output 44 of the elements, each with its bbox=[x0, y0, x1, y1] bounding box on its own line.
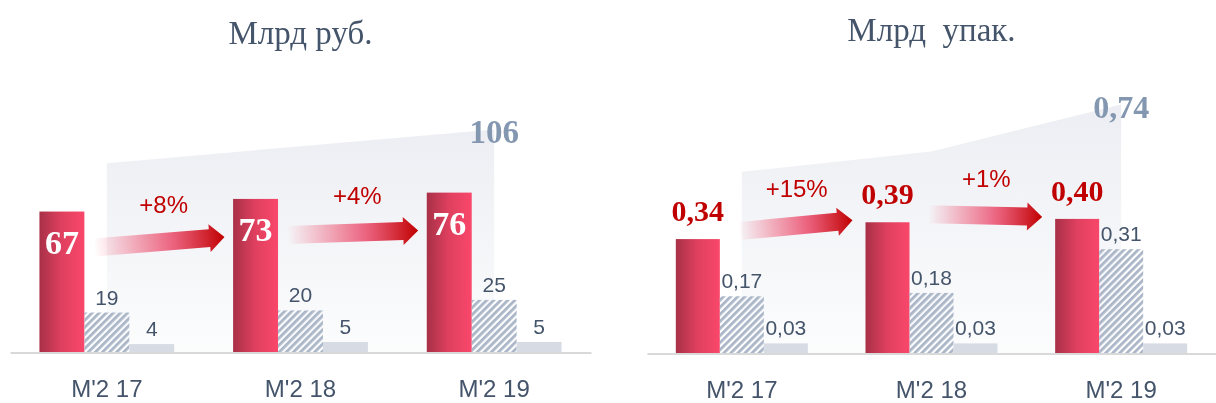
data-label: 0,18 bbox=[911, 265, 952, 289]
bar bbox=[865, 222, 910, 354]
bar bbox=[426, 192, 472, 353]
text: 0,74 bbox=[1093, 88, 1150, 125]
data-label: 67 bbox=[44, 223, 79, 261]
data-label: 0,40 bbox=[1050, 173, 1104, 207]
text: +15% bbox=[765, 174, 828, 202]
x-tick-label: M'2 17 bbox=[71, 374, 143, 402]
annotation: +4% bbox=[332, 181, 382, 209]
x-tick-label: M'2 18 bbox=[895, 375, 968, 403]
x-tick-label: M'2 19 bbox=[458, 374, 530, 402]
bar bbox=[719, 296, 764, 354]
data-label: 5 bbox=[533, 314, 545, 338]
data-label: 20 bbox=[288, 283, 313, 307]
data-label: 4 bbox=[145, 317, 158, 341]
data-label: 76 bbox=[432, 204, 467, 242]
data-label: 0,03 bbox=[1144, 316, 1186, 340]
text: +1% bbox=[961, 164, 1011, 192]
bar bbox=[233, 198, 279, 353]
data-label: 0,03 bbox=[955, 316, 996, 340]
chart-title: Млрд упак. bbox=[847, 12, 1016, 48]
text: 106 bbox=[469, 113, 519, 150]
data-label: 5 bbox=[339, 314, 352, 338]
bar bbox=[1055, 218, 1100, 354]
data-label: 0,17 bbox=[721, 269, 763, 293]
bar bbox=[84, 312, 130, 353]
annotation: +8% bbox=[139, 191, 189, 219]
bar bbox=[675, 239, 720, 354]
data-label: 0,31 bbox=[1100, 222, 1142, 246]
x-tick-label: M'2 17 bbox=[706, 375, 778, 403]
data-label: 25 bbox=[482, 272, 506, 296]
bar bbox=[471, 299, 517, 353]
data-label: 73 bbox=[238, 210, 273, 248]
bar bbox=[1099, 249, 1144, 354]
data-label: 0,39 bbox=[861, 177, 914, 211]
data-label: 0,03 bbox=[765, 316, 807, 340]
bar bbox=[909, 292, 954, 354]
bar bbox=[39, 211, 85, 353]
bar bbox=[278, 310, 323, 353]
chart-title: Млрд руб. bbox=[228, 15, 373, 51]
data-label: 19 bbox=[95, 285, 119, 309]
x-tick-label: M'2 18 bbox=[264, 374, 337, 402]
x-tick-label: M'2 19 bbox=[1085, 375, 1157, 403]
data-label: 0,34 bbox=[671, 194, 725, 228]
